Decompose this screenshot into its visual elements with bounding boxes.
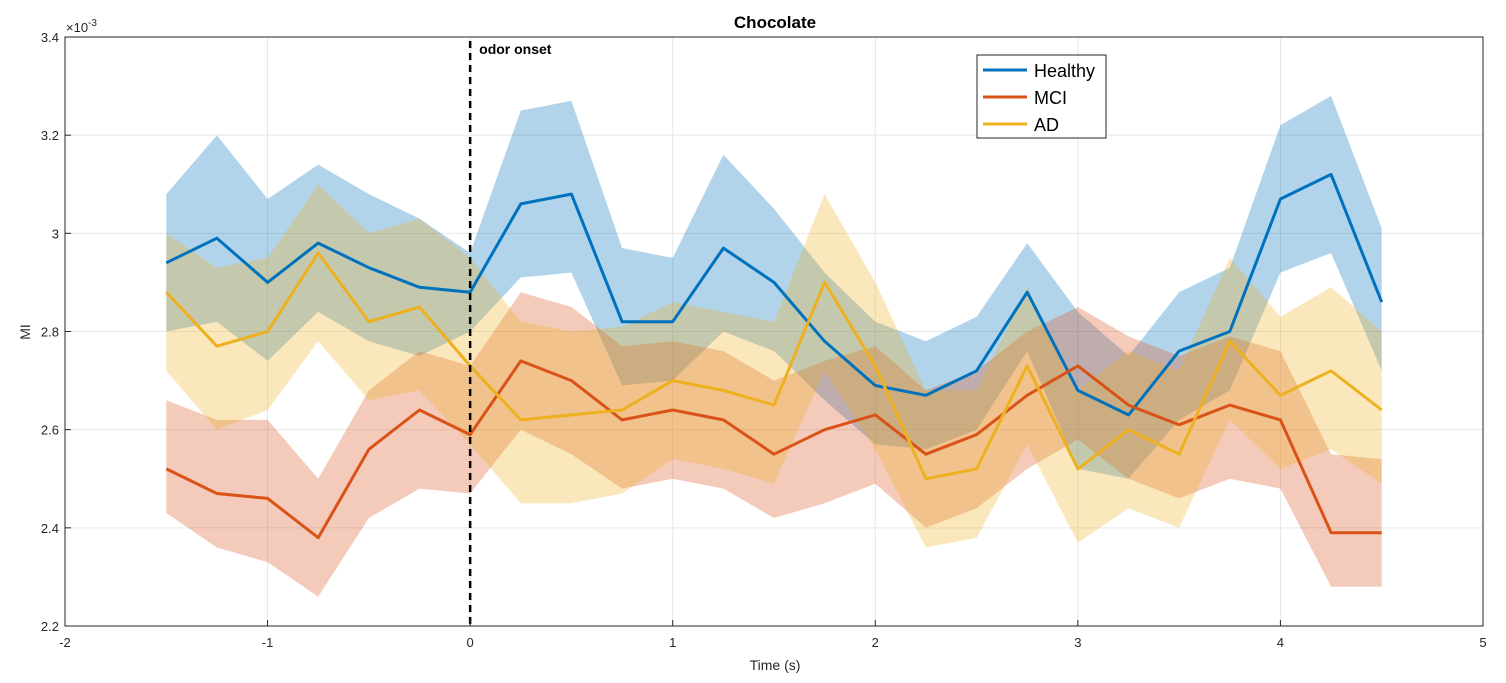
- x-tick-label: 3: [1074, 635, 1081, 650]
- line-mci: [165, 359, 1382, 540]
- x-tick-label: 2: [872, 635, 879, 650]
- y-tick-label: 3: [52, 226, 59, 241]
- odor-onset-annotation: odor onset: [479, 41, 552, 57]
- y-axis-exponent: ×10-3: [66, 18, 97, 35]
- legend: Healthy MCI AD: [976, 54, 1107, 139]
- y-tick-label: 2.4: [41, 521, 59, 536]
- line-ad: [165, 251, 1383, 481]
- y-axis-label: MI: [17, 324, 33, 340]
- x-tick-label: 0: [467, 635, 474, 650]
- y-tick-label: 3.2: [41, 128, 59, 143]
- legend-label-mci: MCI: [1034, 88, 1067, 108]
- line-healthy: [165, 172, 1384, 417]
- chart-title: Chocolate: [734, 13, 816, 32]
- y-tick-label: 2.6: [41, 423, 59, 438]
- x-tick-label: 4: [1277, 635, 1284, 650]
- x-tick-label: -2: [59, 635, 71, 650]
- x-axis-ticks: -2 -1 0 1 2 3 4 5: [59, 620, 1487, 650]
- y-tick-label: 2.2: [41, 619, 59, 634]
- y-tick-label: 2.8: [41, 325, 59, 340]
- legend-label-healthy: Healthy: [1034, 61, 1095, 81]
- x-tick-label: 1: [669, 635, 676, 650]
- x-axis-label: Time (s): [750, 657, 801, 673]
- y-axis-ticks: 2.2 2.4 2.6 2.8 3 3.2 3.4: [41, 30, 71, 634]
- series-lines: [165, 172, 1384, 540]
- y-tick-label: 3.4: [41, 30, 59, 45]
- x-tick-label: -1: [262, 635, 274, 650]
- band-healthy: [166, 95, 1382, 479]
- x-tick-label: 5: [1479, 635, 1486, 650]
- legend-label-ad: AD: [1034, 115, 1059, 135]
